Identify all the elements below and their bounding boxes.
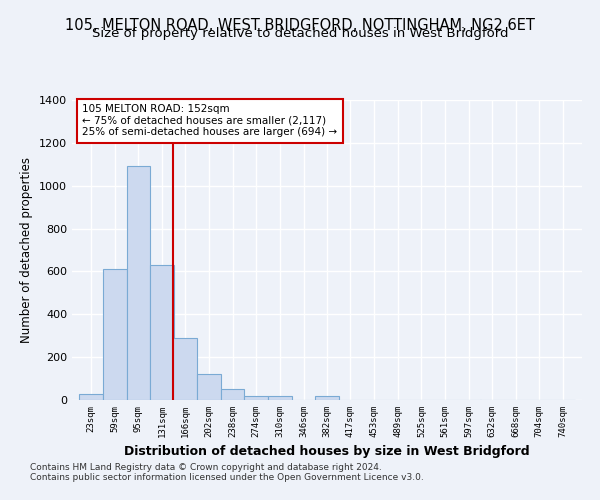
Bar <box>103 270 127 400</box>
Bar <box>79 394 103 400</box>
Bar <box>221 390 244 400</box>
Text: Contains public sector information licensed under the Open Government Licence v3: Contains public sector information licen… <box>30 474 424 482</box>
Bar <box>316 396 339 400</box>
Bar <box>173 338 197 400</box>
Bar <box>150 265 174 400</box>
Bar <box>197 374 221 400</box>
Text: 105, MELTON ROAD, WEST BRIDGFORD, NOTTINGHAM, NG2 6ET: 105, MELTON ROAD, WEST BRIDGFORD, NOTTIN… <box>65 18 535 32</box>
Text: Contains HM Land Registry data © Crown copyright and database right 2024.: Contains HM Land Registry data © Crown c… <box>30 464 382 472</box>
Text: Size of property relative to detached houses in West Bridgford: Size of property relative to detached ho… <box>92 28 508 40</box>
Text: 105 MELTON ROAD: 152sqm
← 75% of detached houses are smaller (2,117)
25% of semi: 105 MELTON ROAD: 152sqm ← 75% of detache… <box>82 104 338 138</box>
Bar <box>127 166 150 400</box>
Bar <box>244 396 268 400</box>
Bar <box>268 396 292 400</box>
Y-axis label: Number of detached properties: Number of detached properties <box>20 157 34 343</box>
X-axis label: Distribution of detached houses by size in West Bridgford: Distribution of detached houses by size … <box>124 446 530 458</box>
